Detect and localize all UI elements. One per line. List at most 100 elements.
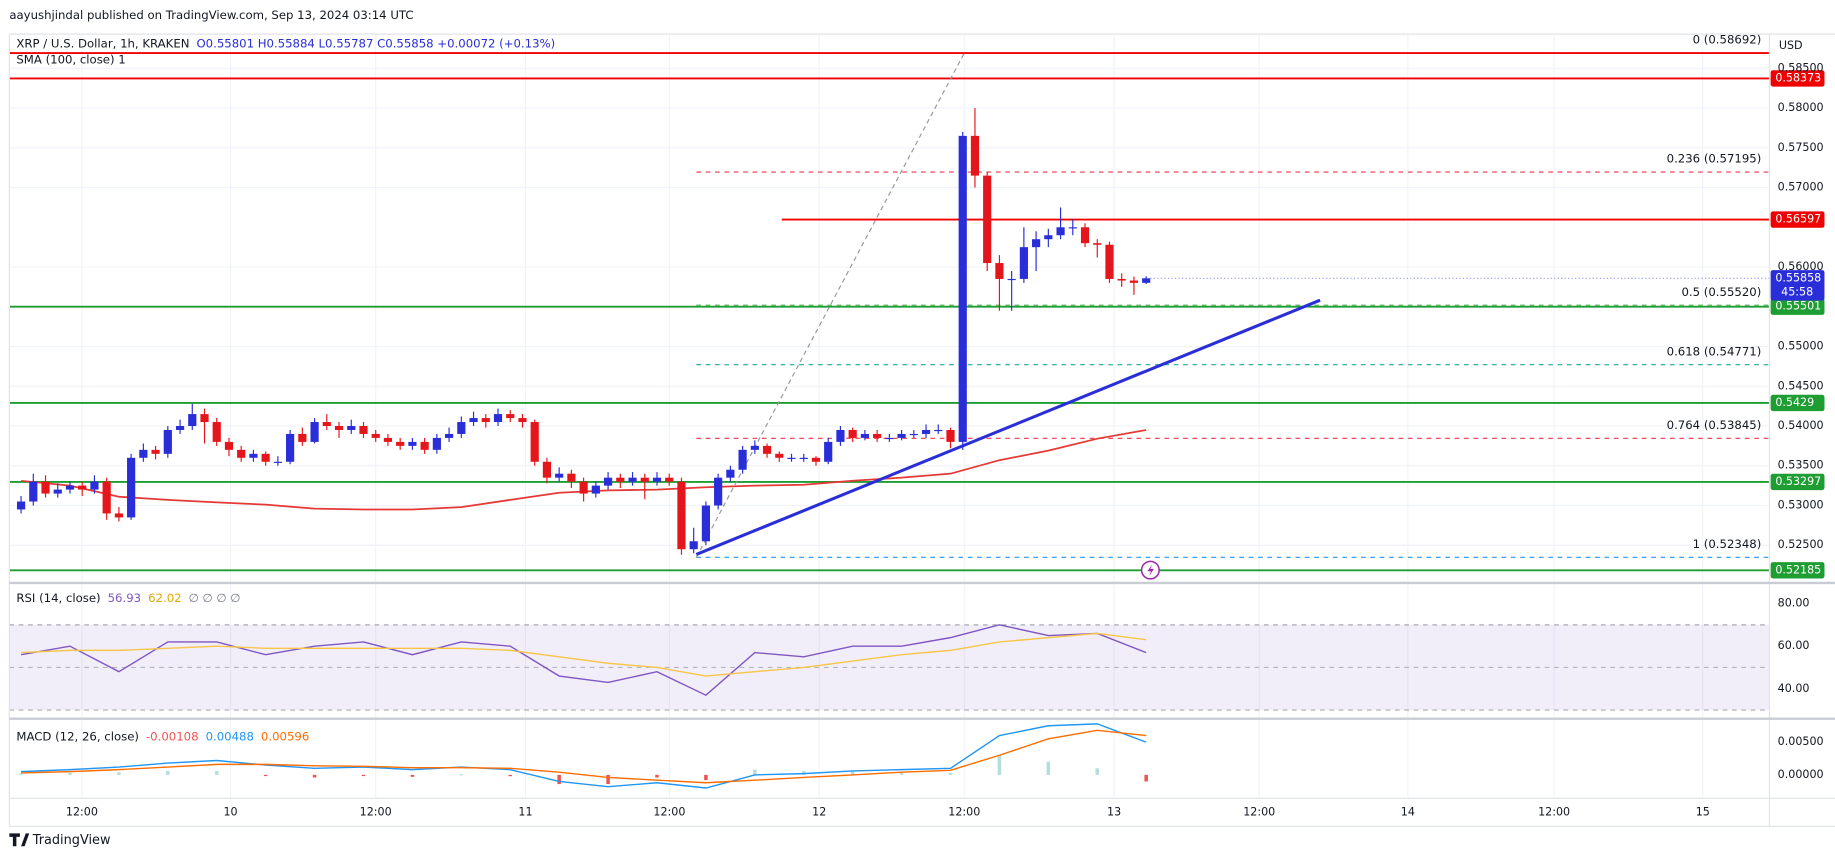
time-tick-label: 14 — [1401, 805, 1415, 818]
price-label-box — [1770, 270, 1825, 301]
macd-hist-value: -0.00108 — [146, 729, 199, 743]
time-tick-label: 12:00 — [66, 805, 98, 818]
candle-body — [640, 477, 649, 482]
rsi-tick-label: 40.00 — [1778, 682, 1810, 695]
candle-body — [261, 453, 270, 462]
time-tick-label: 12 — [812, 805, 826, 818]
macd-histogram-bar — [459, 774, 464, 776]
candle-body — [102, 481, 111, 514]
footer-brand[interactable]: TradingView — [32, 833, 111, 848]
candle-body — [603, 477, 613, 486]
macd-tick-label: 0.00000 — [1778, 768, 1824, 781]
candle-body — [65, 485, 75, 490]
signal-value: 0.00596 — [261, 729, 309, 743]
candle-body — [665, 477, 674, 482]
rsi-line — [20, 624, 1147, 697]
candle-body — [41, 481, 50, 494]
macd-histogram-bar — [410, 774, 415, 777]
macd-histogram-bar — [753, 769, 757, 775]
candle-body — [322, 422, 331, 427]
candle-body — [579, 481, 588, 494]
candle-body — [738, 449, 747, 470]
macd-histogram-bar — [508, 774, 512, 777]
sma-legend: SMA (100, close) 1 — [16, 52, 125, 66]
candle-body — [836, 429, 845, 442]
candle-body — [29, 481, 38, 502]
candle-body — [995, 263, 1004, 279]
time-tick-label: 11 — [518, 805, 532, 818]
price-label-box — [1770, 394, 1825, 412]
candle-body — [873, 433, 882, 438]
time-tick-label: 12:00 — [1538, 805, 1570, 818]
candle-body — [860, 433, 869, 438]
price-label: 0.52185 — [1775, 563, 1821, 576]
macd-histogram-bar — [263, 774, 268, 777]
macd-histogram-bar — [704, 774, 708, 781]
time-tick-label: 12:00 — [653, 805, 685, 818]
candle-body — [457, 422, 466, 434]
candle-body — [897, 433, 906, 438]
candle-body — [714, 477, 723, 506]
candle-body — [371, 433, 380, 438]
countdown: 45:58 — [1781, 285, 1813, 298]
candle-body — [127, 457, 136, 518]
macd-histogram-bar — [655, 774, 659, 778]
candle-body — [1080, 227, 1090, 244]
alert-icon[interactable] — [1140, 560, 1160, 580]
candle-body — [334, 426, 344, 430]
price-label: 0.55501 — [1775, 300, 1821, 313]
macd-line — [21, 723, 1147, 789]
macd-histogram-bar — [948, 772, 953, 775]
macd-value: 0.00488 — [206, 729, 254, 743]
alert-bolt[interactable] — [1147, 564, 1154, 576]
rsi-title: RSI (14, close) — [16, 591, 100, 605]
candle-body — [16, 501, 26, 510]
candle-body — [359, 426, 368, 434]
candle-body — [775, 453, 784, 458]
candle-body — [591, 485, 600, 494]
price-label: 0.5429 — [1775, 396, 1814, 409]
candle-body — [726, 469, 735, 478]
currency-label: USD — [1779, 39, 1803, 52]
fib-label: 0.236 (0.57195) — [1667, 152, 1762, 166]
price-tick-label: 0.57000 — [1778, 181, 1824, 194]
price-tick-label: 0.54500 — [1778, 379, 1824, 392]
candle-body — [799, 457, 808, 459]
candle-body — [909, 433, 918, 436]
fib-connector — [695, 52, 965, 558]
publisher-header: aayushjindal published on TradingView.co… — [9, 8, 413, 22]
candle-body — [885, 437, 894, 440]
candle-body — [811, 457, 821, 462]
price-label-box — [1770, 70, 1825, 87]
fib-label: 1 (0.52348) — [1693, 537, 1762, 551]
candle-body — [310, 422, 319, 442]
candle-body — [506, 414, 515, 419]
symbol-legend: XRP / U.S. Dollar, 1h, KRAKEN O0.55801 H0… — [16, 36, 555, 50]
price-tick-label: 0.55000 — [1778, 340, 1824, 353]
candle-body — [493, 414, 503, 423]
candle-body — [78, 485, 87, 490]
macd-legend: MACD (12, 26, close) -0.00108 0.00488 0.005… — [16, 729, 309, 743]
candle-body — [628, 477, 637, 482]
macd-histogram-bar — [312, 774, 317, 778]
candle-body — [1068, 227, 1077, 229]
fib-label: 0.5 (0.55520) — [1682, 285, 1762, 299]
macd-histogram-bar — [850, 770, 855, 775]
candle-body — [444, 433, 454, 438]
candle-body — [408, 441, 417, 446]
price-label: 0.58373 — [1775, 71, 1821, 84]
candle-body — [1129, 280, 1139, 283]
time-tick-label: 10 — [223, 805, 237, 818]
candle-body — [530, 422, 539, 462]
rsi-ma-value: 62.02 — [148, 591, 181, 605]
rsi-value: 56.93 — [108, 591, 141, 605]
candle-body — [1007, 278, 1016, 281]
candle-body — [420, 441, 429, 450]
candle-body — [567, 473, 576, 482]
candle-body — [396, 441, 405, 446]
candle-body — [1019, 247, 1028, 279]
candle-body — [188, 414, 197, 427]
candle-body — [689, 541, 698, 550]
logo-mark[interactable] — [9, 833, 30, 847]
tradingview-logo[interactable] — [9, 833, 30, 847]
